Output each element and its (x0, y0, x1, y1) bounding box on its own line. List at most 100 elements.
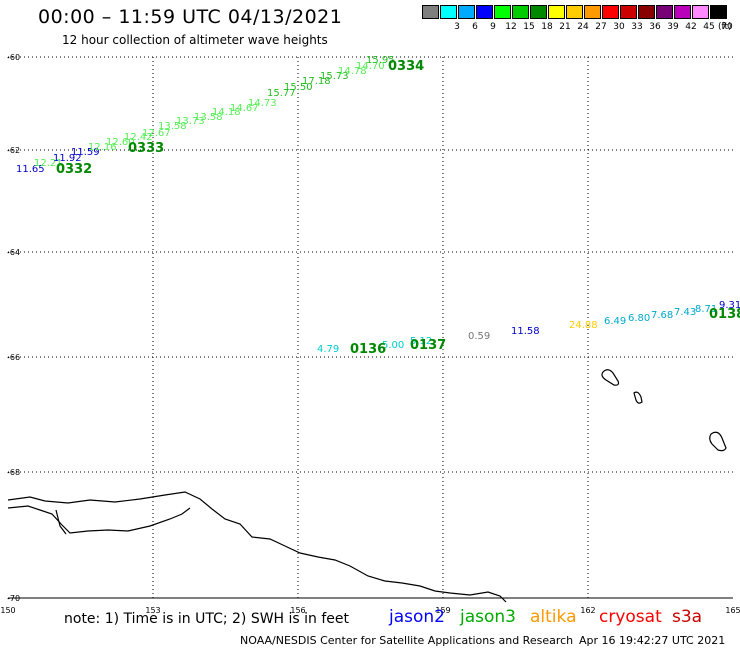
wave-height-label: 11.58 (511, 326, 540, 337)
coastline (7, 369, 727, 603)
legend-swatch (548, 5, 565, 19)
latitude-tick-label: -62 (7, 146, 20, 155)
pass-time-label: 0138 (709, 307, 740, 322)
island-3 (709, 431, 727, 452)
latitude-tick-label: -66 (7, 353, 20, 362)
legend-swatch (422, 5, 439, 19)
legend-swatch (566, 5, 583, 19)
wave-height-label: 11.59 (71, 147, 100, 158)
wave-height-label: 17.18 (302, 76, 331, 87)
wave-height-label: 14.78 (338, 66, 367, 77)
legend-swatch (674, 5, 691, 19)
coastline-peninsula (7, 505, 191, 534)
wave-height-label: 15.95 (366, 55, 395, 66)
legend-swatch-label: 39 (667, 22, 679, 32)
wave-height-label: 15.50 (284, 82, 313, 93)
satellite-name-jason2: jason2 (389, 607, 445, 627)
wave-height-label: 6.80 (628, 313, 650, 324)
pass-time-label: 0334 (388, 59, 424, 74)
wave-height-label: 12.21 (34, 158, 63, 169)
satellite-name-cryosat: cryosat (599, 607, 662, 627)
longitude-tick-label: 150 (0, 606, 15, 615)
wave-height-label: 11.65 (16, 164, 45, 175)
longitude-tick-label: 156 (290, 606, 305, 615)
legend-swatch-label: 21 (559, 22, 571, 32)
legend-swatch-label: 36 (649, 22, 661, 32)
wave-height-label: 13.73 (176, 116, 205, 127)
legend-swatch (620, 5, 637, 19)
wave-height-label: 7.43 (674, 307, 696, 318)
legend-swatch (440, 5, 457, 19)
longitude-tick-label: 165 (725, 606, 740, 615)
wave-height-label: 15.73 (320, 71, 349, 82)
wave-height-label: 0.59 (468, 331, 490, 342)
legend-swatch-label: 70 (721, 22, 733, 32)
wave-height-label: 12.16 (88, 142, 117, 153)
wave-height-label: 14.18 (212, 107, 241, 118)
longitude-tick-label: 153 (145, 606, 160, 615)
wave-height-label: 8.71 (695, 304, 717, 315)
latitude-tick-label: -68 (7, 468, 20, 477)
legend-swatch-label: 9 (490, 22, 496, 32)
legend-swatch (692, 5, 709, 19)
map-subtitle: 12 hour collection of altimeter wave hei… (62, 33, 328, 47)
wave-height-label: 5.00 (382, 340, 404, 351)
map-title: 00:00 – 11:59 UTC 04/13/2021 (38, 6, 343, 28)
generation-timestamp: Apr 16 19:42:27 UTC 2021 (579, 634, 726, 647)
legend-swatch-label: 3 (454, 22, 460, 32)
legend-swatch (458, 5, 475, 19)
longitude-tick-label: 162 (580, 606, 595, 615)
legend-swatch-label: 33 (631, 22, 643, 32)
wave-height-label: 12.67 (142, 128, 171, 139)
pass-time-label: 0333 (128, 141, 164, 156)
legend-swatch (602, 5, 619, 19)
satellite-name-s3a: s3a (672, 607, 703, 627)
legend-swatch (710, 5, 727, 19)
credit-line: NOAA/NESDIS Center for Satellite Applica… (240, 634, 574, 647)
legend-swatch (494, 5, 511, 19)
island-2 (633, 391, 643, 404)
wave-height-labels: 11.6512.2111.92033211.5912.1612.6012.421… (16, 55, 740, 357)
legend-swatch (530, 5, 547, 19)
wave-height-label: 11.92 (53, 153, 82, 164)
legend-swatch (638, 5, 655, 19)
wave-height-label: 14.70 (356, 61, 385, 72)
legend-swatch-label: 27 (595, 22, 607, 32)
satellite-name-altika: altika (530, 607, 577, 627)
pass-time-label: 0136 (350, 342, 386, 357)
footer-note: note: 1) Time is in UTC; 2) SWH is in fe… (64, 611, 350, 627)
wave-height-label: 24.88 (569, 320, 598, 331)
legend-swatch-label: 18 (541, 22, 553, 32)
satellite-name-jason3: jason3 (460, 607, 516, 627)
wave-height-label: 14.73 (248, 98, 277, 109)
pass-time-label: 0137 (410, 338, 446, 353)
legend-swatch-label: 30 (613, 22, 625, 32)
legend-swatch-label: 24 (577, 22, 589, 32)
legend-swatch-label: 15 (523, 22, 535, 32)
wave-height-label: 15.77 (267, 88, 296, 99)
latitude-tick-label: -70 (7, 594, 20, 603)
legend-swatch-label: 12 (505, 22, 517, 32)
wave-height-label: 9.31 (719, 300, 740, 311)
wave-height-label: 12.60 (106, 137, 135, 148)
legend-swatch-label: 6 (472, 22, 478, 32)
legend-swatch (512, 5, 529, 19)
wave-height-label: 13.58 (194, 112, 223, 123)
coastline-east-cape (55, 509, 67, 535)
pass-time-label: 0332 (56, 162, 92, 177)
legend-unit-label: (ft) (718, 22, 732, 32)
coastline-mainland (7, 491, 507, 603)
legend-swatch (656, 5, 673, 19)
legend-swatch (584, 5, 601, 19)
latitude-tick-label: -64 (7, 248, 20, 257)
longitude-tick-label: 159 (435, 606, 450, 615)
legend-swatch-label: 45 (703, 22, 715, 32)
wave-height-label: 14.67 (230, 103, 259, 114)
wave-height-label: 7.68 (651, 310, 673, 321)
map-grid: 150 153 156 159 162 165 -60 -62 -64 -66 -68 -70 (0, 53, 740, 615)
legend-swatch (476, 5, 493, 19)
wave-height-label: 13.58 (158, 121, 187, 132)
wave-height-label: 4.79 (317, 344, 339, 355)
wave-height-label: 5.12 (410, 336, 432, 347)
